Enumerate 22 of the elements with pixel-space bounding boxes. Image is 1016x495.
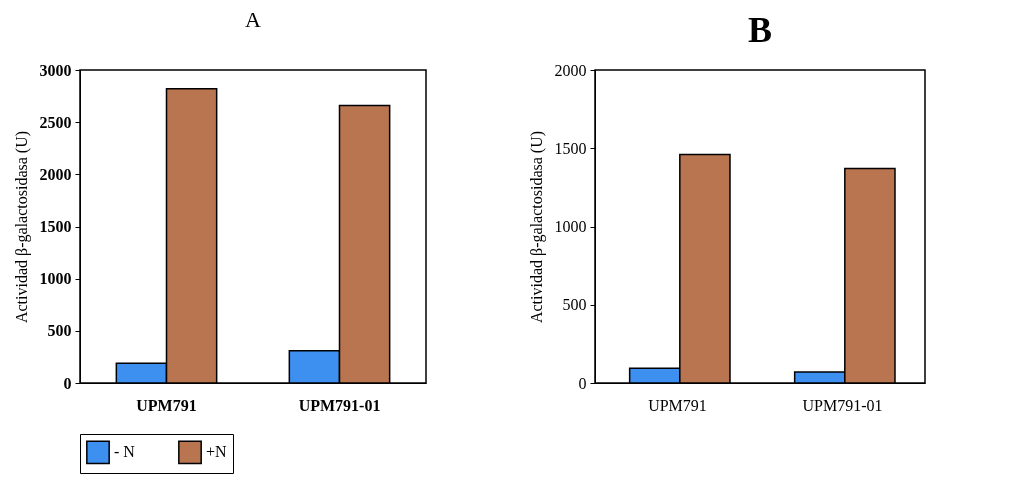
y-tick-label: 0 <box>63 374 72 392</box>
y-tick-label: 2000 <box>554 61 587 79</box>
y-tick-label: 1500 <box>39 218 72 235</box>
y-tick-label: 1000 <box>554 218 587 235</box>
y-axis-title: Actividad β-galactosidasa (U) <box>527 130 546 324</box>
y-tick-label: 3000 <box>39 61 72 79</box>
y-tick-label: 1500 <box>554 139 587 157</box>
chart-title: A <box>245 7 262 32</box>
legend-label: - N <box>114 443 136 461</box>
y-tick-label: 2500 <box>39 113 72 131</box>
x-tick-label: UPM791-01 <box>298 396 381 414</box>
y-axis-title: Actividad β-galactosidasa (U) <box>12 130 31 324</box>
x-tick-label: UPM791 <box>648 396 707 414</box>
y-tick-label: 1000 <box>39 270 72 288</box>
chart-title: B <box>747 10 773 50</box>
y-tick-label: 500 <box>562 296 587 314</box>
y-tick-label: 500 <box>47 322 72 340</box>
x-tick-label: UPM791 <box>136 396 197 414</box>
y-tick-label: 2000 <box>39 165 72 183</box>
x-tick-label: UPM791-01 <box>802 396 883 414</box>
legend-label: +N <box>206 443 228 461</box>
y-tick-label: 0 <box>578 374 587 392</box>
